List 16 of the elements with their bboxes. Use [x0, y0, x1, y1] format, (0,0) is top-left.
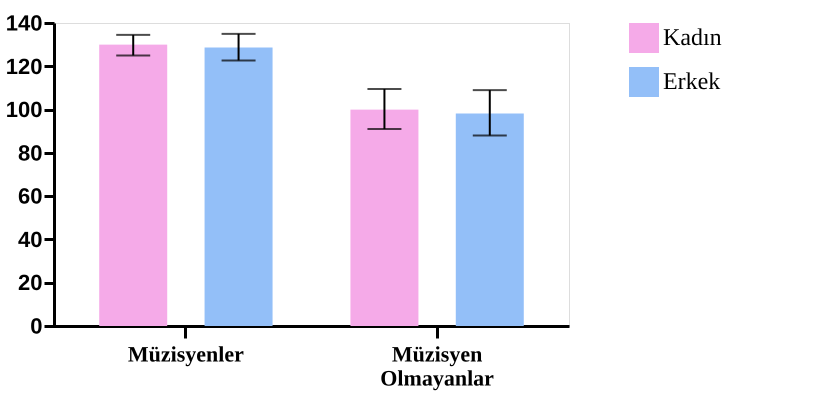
x-tick-label: Müzisyenler [128, 342, 244, 366]
y-tick-label: 80 [18, 140, 42, 166]
y-tick-label: 120 [6, 54, 42, 79]
bar [456, 113, 524, 326]
y-tick-label: 40 [18, 226, 42, 252]
legend-label: Kadın [663, 25, 722, 51]
bar [350, 110, 418, 326]
legend-label: Erkek [663, 69, 720, 95]
y-tick-label: 140 [6, 10, 42, 36]
y-tick-label: 20 [18, 270, 42, 296]
y-tick-label: 100 [6, 97, 42, 122]
y-tick-label: 0 [30, 314, 42, 338]
x-tick-label: Müzisyen Olmayanlar [380, 342, 494, 390]
y-tick-label: 60 [18, 184, 42, 209]
bar [204, 47, 273, 326]
bar [99, 44, 168, 326]
